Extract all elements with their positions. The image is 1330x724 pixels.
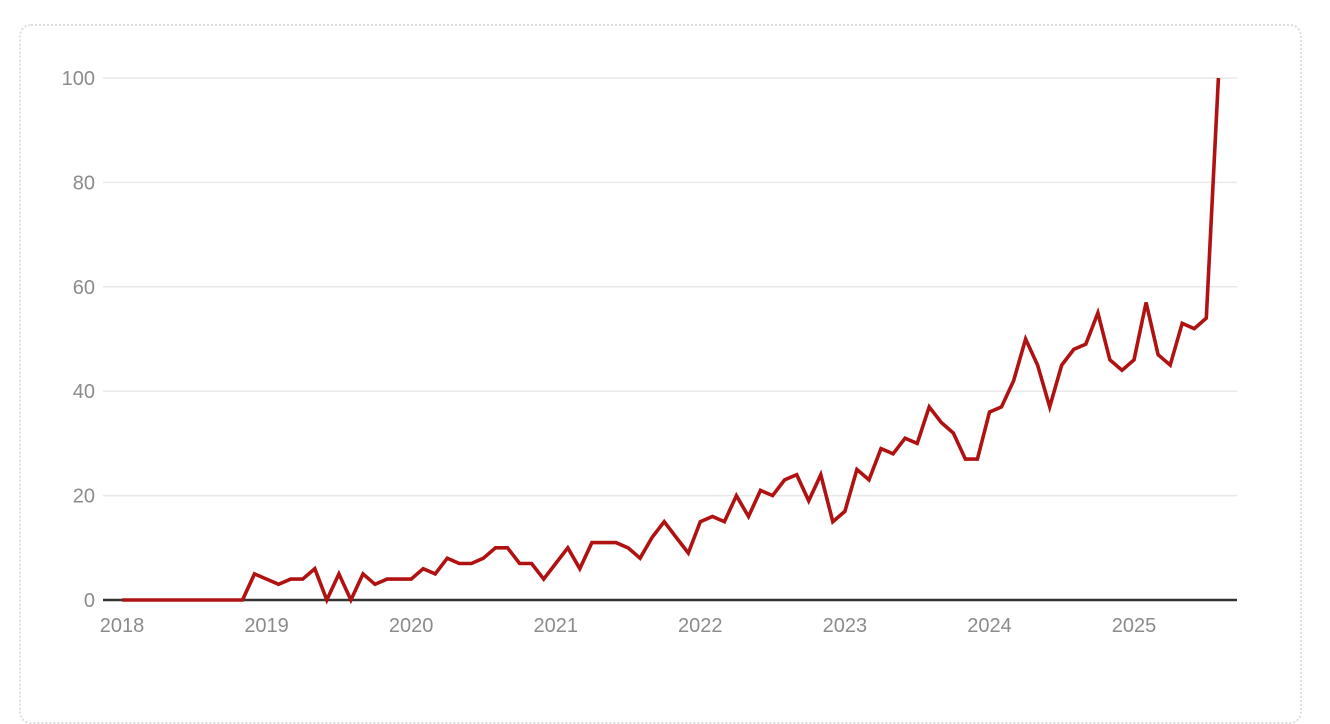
trend-line[interactable] xyxy=(122,77,1221,605)
x-axis-tick-label: 2018 xyxy=(100,615,145,637)
interest-over-time-line-chart[interactable]: 0 20 40 60 80 100 2018 2019 2020 2021 2022 2023 2024… xyxy=(0,0,1330,674)
x-axis-tick-label: 2020 xyxy=(389,615,434,637)
y-axis-tick-label: 80 xyxy=(73,172,95,194)
y-axis-tick-label: 100 xyxy=(62,68,95,90)
y-axis-tick-label: 60 xyxy=(73,277,95,299)
trends-chart-card xyxy=(19,24,1302,724)
x-axis-tick-label: 2019 xyxy=(244,615,289,637)
x-axis-tick-label: 2025 xyxy=(1112,615,1157,637)
x-axis-tick-label: 2024 xyxy=(967,615,1012,637)
x-axis-tick-label: 2021 xyxy=(533,615,578,637)
x-axis-tick-label: 2023 xyxy=(823,615,868,637)
x-axis-tick-label: 2022 xyxy=(678,615,723,637)
y-axis-tick-label: 40 xyxy=(73,381,95,403)
y-axis-tick-label: 0 xyxy=(84,590,95,612)
y-axis-tick-label: 20 xyxy=(73,486,95,508)
